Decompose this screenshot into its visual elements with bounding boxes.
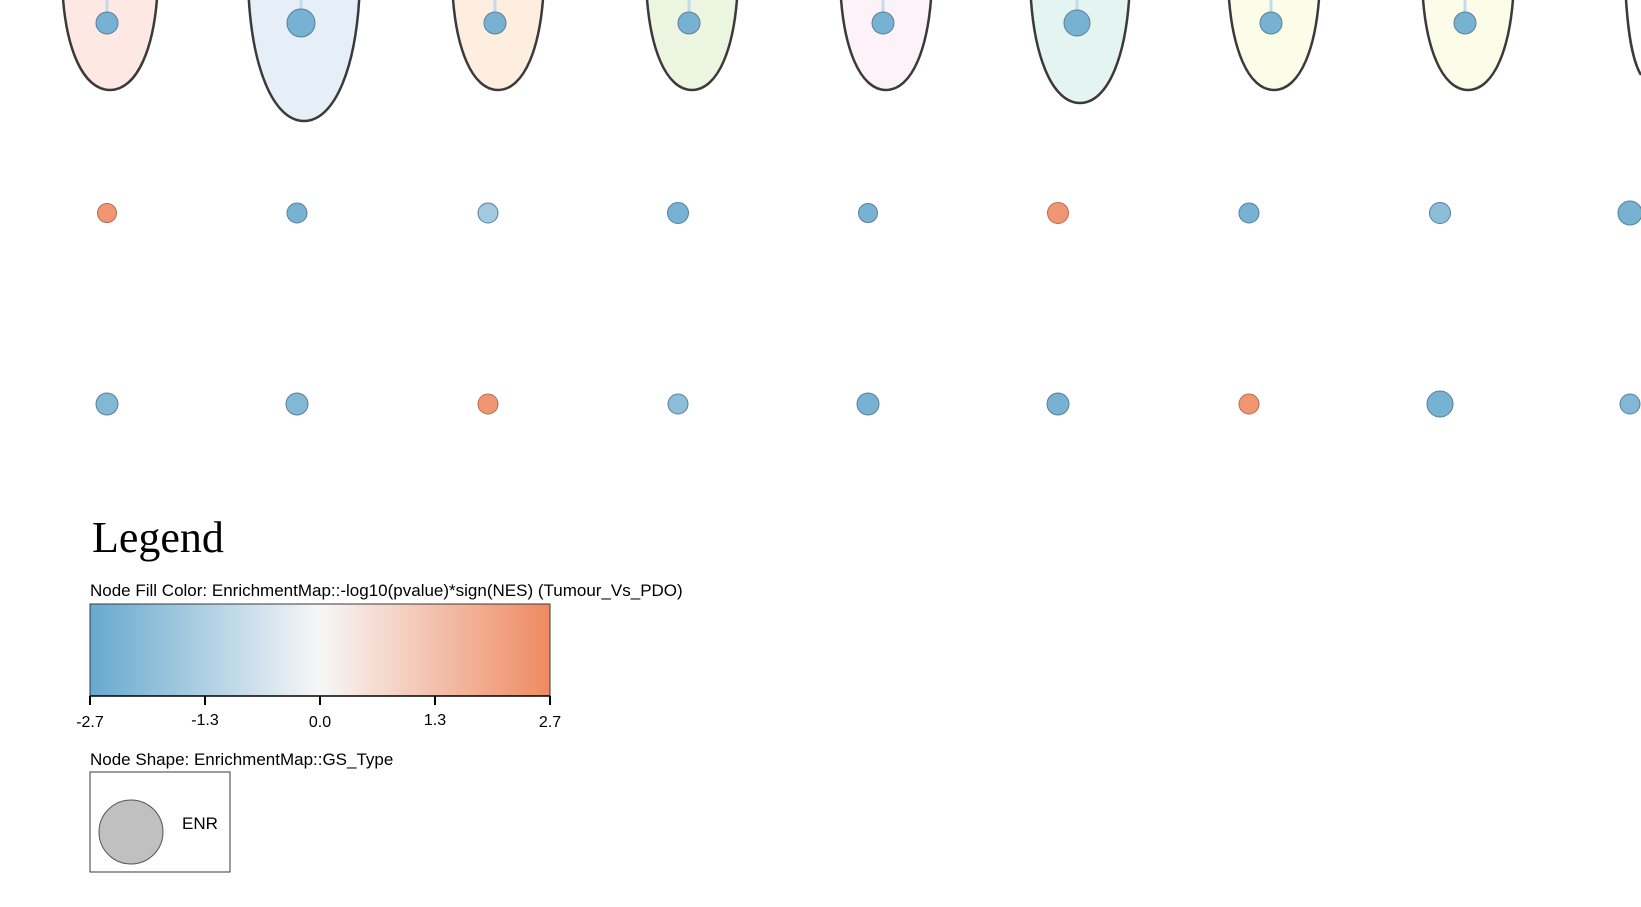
network-node[interactable]: [859, 204, 878, 223]
color-axis-tick-label: 2.7: [539, 714, 561, 731]
network-node[interactable]: [478, 203, 498, 223]
network-node[interactable]: [1239, 394, 1259, 414]
color-axis-ticks: -2.7 -1.3 0.0 1.3 2.7: [76, 696, 561, 731]
network-node[interactable]: [1618, 201, 1641, 225]
cluster-group: [62, 0, 1641, 121]
cluster-node[interactable]: [1454, 12, 1476, 34]
color-axis-tick-label: 1.3: [424, 712, 446, 729]
cluster-node[interactable]: [1260, 12, 1282, 34]
network-node[interactable]: [1047, 393, 1069, 415]
network-node[interactable]: [96, 393, 118, 415]
color-axis-tick-label: -2.7: [76, 714, 104, 731]
network-node[interactable]: [1239, 203, 1259, 223]
node-shape-label: Node Shape: EnrichmentMap::GS_Type: [90, 750, 393, 769]
cluster-node[interactable]: [96, 12, 118, 34]
network-node[interactable]: [1427, 391, 1453, 417]
legend: Legend Node Fill Color: EnrichmentMap::-…: [76, 513, 682, 872]
network-node[interactable]: [857, 393, 879, 415]
cluster-shape-partial: [1625, 0, 1641, 75]
fill-color-label: Node Fill Color: EnrichmentMap::-log10(p…: [90, 581, 683, 600]
legend-title: Legend: [92, 513, 224, 562]
node-row-bottom: [96, 391, 1640, 417]
cluster-node[interactable]: [1064, 10, 1090, 36]
cluster-node[interactable]: [287, 9, 315, 37]
cluster-node[interactable]: [484, 12, 506, 34]
network-node[interactable]: [286, 393, 308, 415]
network-node[interactable]: [1620, 394, 1640, 414]
color-gradient-bar: [90, 604, 550, 696]
network-node[interactable]: [668, 394, 688, 414]
node-shape-circle-icon: [99, 800, 163, 864]
network-node[interactable]: [1048, 203, 1069, 224]
node-row-middle: [98, 201, 1641, 225]
network-node[interactable]: [1430, 203, 1451, 224]
network-node[interactable]: [668, 203, 689, 224]
cluster-node[interactable]: [872, 12, 894, 34]
network-node[interactable]: [287, 203, 307, 223]
network-node[interactable]: [478, 394, 498, 414]
network-node[interactable]: [98, 204, 117, 223]
color-axis-tick-label: 0.0: [309, 714, 331, 731]
color-axis-tick-label: -1.3: [191, 712, 219, 729]
cluster-node[interactable]: [678, 12, 700, 34]
node-shape-name: ENR: [182, 814, 218, 833]
